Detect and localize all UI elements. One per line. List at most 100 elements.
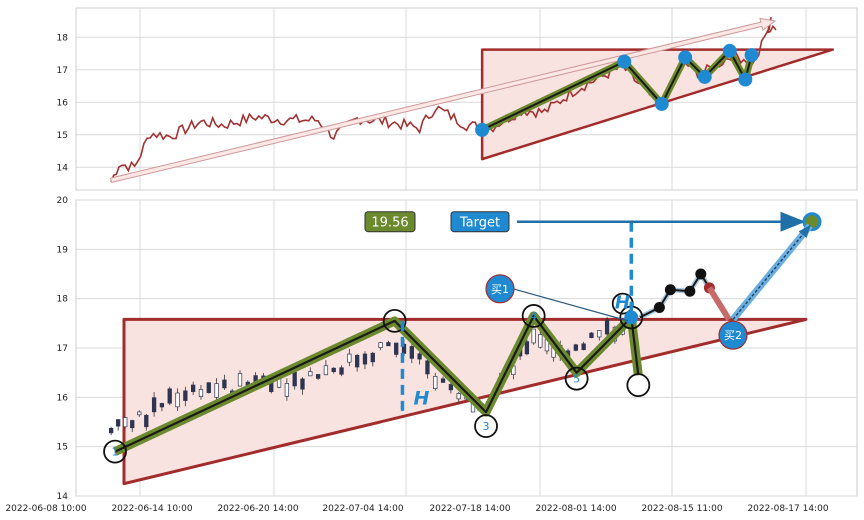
projection-dot <box>653 302 665 314</box>
pivot-marker <box>521 304 546 328</box>
overview-pivot-dot <box>678 50 693 65</box>
candle-body <box>183 390 188 401</box>
candle-body <box>355 355 360 368</box>
projection-dot <box>695 268 707 280</box>
candle-body <box>300 378 305 390</box>
candle-body <box>167 388 172 404</box>
candle-body <box>137 411 142 416</box>
candle-body <box>538 334 543 348</box>
buy2-label: 买2 <box>724 329 742 342</box>
overview-y-tick-label: 14 <box>57 163 69 173</box>
candle-body <box>191 384 196 392</box>
detail-x-tick-label: 2022-08-15 11:00 <box>641 504 722 514</box>
candle-body <box>144 414 149 428</box>
overview-pivot-dot <box>722 43 737 58</box>
projection-dot <box>684 285 696 297</box>
detail-y-tick-label: 18 <box>57 295 69 305</box>
detail-x-tick-label: 2022-06-08 10:00 <box>5 504 86 514</box>
candle-body <box>123 417 128 428</box>
target-label-text: Target <box>459 216 500 231</box>
candle-body <box>108 428 114 434</box>
overview-y-tick-label: 18 <box>57 33 69 43</box>
detail-y-tick-label: 19 <box>57 245 69 255</box>
detail-triangle <box>122 317 808 486</box>
detail-y-tick-label: 14 <box>57 492 69 502</box>
candle-body <box>315 374 321 379</box>
buy2-badge <box>718 320 748 350</box>
candle-body <box>339 367 344 375</box>
candle-body <box>394 342 399 355</box>
overview-y-tick-label: 15 <box>57 131 68 141</box>
buy1-leader <box>512 288 629 322</box>
h-label-2: H <box>615 293 630 314</box>
projection-dot <box>664 284 676 296</box>
candle-body <box>581 343 586 351</box>
candle-body <box>597 330 602 338</box>
candle-body <box>409 346 414 359</box>
overview-pivot-dot <box>744 48 759 63</box>
overview-trend-arrow-shape <box>109 17 777 184</box>
pivot-label: 3 <box>483 420 490 433</box>
candle-body <box>292 371 297 387</box>
overview-panel: 14 15 16 17 18 <box>57 7 858 191</box>
overview-pivot-dot <box>475 122 490 137</box>
pivot-marker <box>626 373 651 398</box>
candle-body <box>370 352 375 363</box>
pivot-marker <box>382 308 407 333</box>
candle-body <box>308 371 313 377</box>
candle-body <box>417 353 422 360</box>
candle-body <box>425 360 430 375</box>
overview-y-ticks: 14 15 16 17 18 <box>57 33 69 173</box>
candle-body <box>151 397 157 413</box>
pivot-marker <box>564 366 589 391</box>
overview-pivot-dot <box>697 69 712 84</box>
detail-triangle-shape <box>122 317 808 486</box>
pivot-marker <box>103 439 127 464</box>
detail-x-tick-label: 2022-08-01 14:00 <box>535 504 616 514</box>
candle-body <box>175 392 180 408</box>
candle-body <box>440 378 446 383</box>
detail-x-tick-label: 2022-06-20 14:00 <box>217 504 298 514</box>
overview-pivot-dot <box>738 72 753 87</box>
detail-y-tick-label: 16 <box>57 393 69 403</box>
candle-body <box>589 332 594 339</box>
candle-body <box>456 393 461 400</box>
overview-pivot-dot <box>617 54 632 69</box>
candle-body <box>604 319 610 335</box>
detail-x-tick-label: 2022-08-17 14:00 <box>747 504 828 514</box>
sell-leg <box>706 286 732 321</box>
detail-y-tick-label: 15 <box>57 443 68 453</box>
candle-body <box>284 383 290 397</box>
overview-zigzag <box>475 43 759 137</box>
candle-body <box>323 365 329 376</box>
candle-body <box>222 379 227 389</box>
detail-y-ticks: 14 15 16 17 18 19 20 <box>57 196 69 502</box>
candle-body <box>378 342 383 348</box>
overview-trend-arrow <box>109 17 777 184</box>
candle-body <box>531 328 536 344</box>
candle-body <box>116 419 121 427</box>
candle-body <box>214 383 219 398</box>
candle-body <box>206 382 211 394</box>
buy2-arrow-line <box>732 224 811 320</box>
candle-body <box>433 375 438 389</box>
target-value-text: 19.56 <box>371 216 408 231</box>
buy1-badge <box>485 274 515 304</box>
candle-body <box>386 342 391 347</box>
overview-y-tick-label: 16 <box>57 98 69 108</box>
h-label: H <box>413 388 429 410</box>
detail-x-tick-label: 2022-07-18 14:00 <box>429 504 510 514</box>
candle-body <box>573 344 578 351</box>
target-value-box <box>364 211 416 233</box>
pivot-marker <box>474 414 498 439</box>
candle-body <box>237 373 243 387</box>
candle-body <box>448 384 454 391</box>
target-label-box <box>450 211 510 233</box>
pivot-label: 5 <box>573 373 580 386</box>
detail-x-tick-label: 2022-07-04 14:00 <box>322 504 403 514</box>
candle-body <box>524 341 530 355</box>
detail-x-ticks: 2022-06-08 10:00 2022-06-14 10:00 2022-06-… <box>5 504 828 514</box>
